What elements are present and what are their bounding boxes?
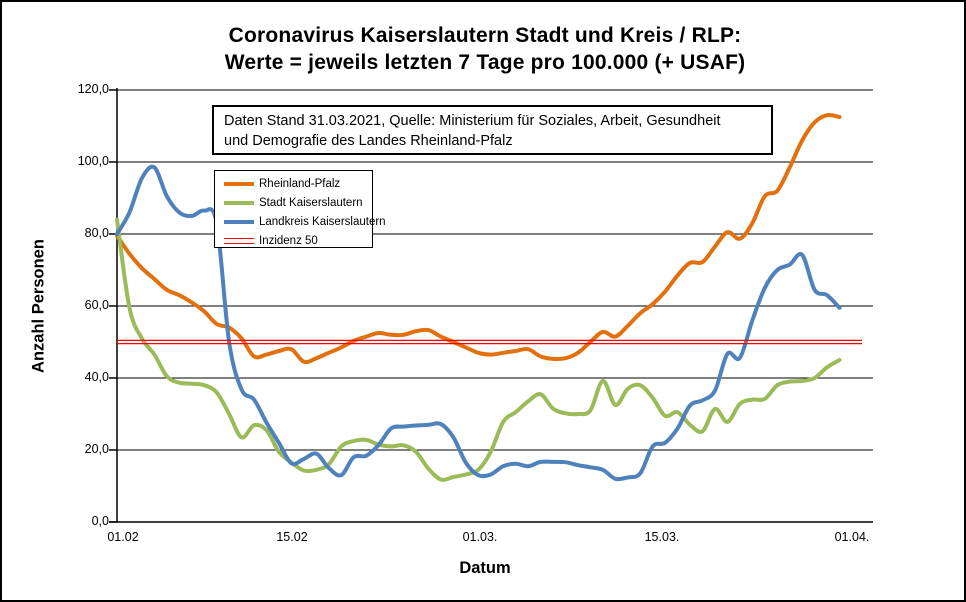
legend: Rheinland-Pfalz Stadt Kaiserslautern Lan… bbox=[214, 170, 386, 250]
y-tick-120: 120,0 bbox=[77, 82, 109, 96]
legend-label-landkreis-kaiserslautern: Landkreis Kaiserslautern bbox=[259, 215, 386, 228]
legend-label-inzidenz-50: Inzidenz 50 bbox=[259, 234, 318, 247]
legend-swatch-inzidenz-50-icon bbox=[224, 237, 254, 244]
legend-label-stadt-kaiserslautern: Stadt Kaiserslautern bbox=[259, 196, 363, 209]
x-tick-1502: 15.02 bbox=[276, 530, 308, 544]
source-annotation-line2: und Demografie des Landes Rheinland-Pfal… bbox=[224, 133, 513, 149]
legend-item-inzidenz-50: Inzidenz 50 bbox=[215, 231, 372, 250]
source-annotation-line1: Daten Stand 31.03.2021, Quelle: Minister… bbox=[224, 113, 721, 129]
y-tick-100: 100,0 bbox=[77, 154, 109, 168]
chart-title-line2: Werte = jeweils letzten 7 Tage pro 100.0… bbox=[224, 51, 746, 74]
x-tick-1503: 15.03. bbox=[644, 530, 680, 544]
legend-item-stadt-kaiserslautern: Stadt Kaiserslautern bbox=[215, 193, 372, 212]
source-annotation-box: Daten Stand 31.03.2021, Quelle: Minister… bbox=[212, 105, 773, 155]
chart-title-line1: Coronavirus Kaiserslautern Stadt und Kre… bbox=[228, 24, 742, 47]
legend-swatch-landkreis-kaiserslautern-icon bbox=[224, 219, 254, 224]
legend-item-landkreis-kaiserslautern: Landkreis Kaiserslautern bbox=[215, 212, 386, 231]
y-axis-title: Anzahl Personen bbox=[29, 239, 48, 373]
y-tick-0: 0,0 bbox=[91, 514, 109, 528]
legend-item-rheinland-pfalz: Rheinland-Pfalz bbox=[215, 174, 372, 193]
x-axis-title: Datum bbox=[459, 559, 511, 577]
y-tick-60: 60,0 bbox=[84, 298, 109, 312]
chart-title: Coronavirus Kaiserslautern Stadt und Kre… bbox=[2, 22, 964, 76]
x-tick-0102: 01.02 bbox=[107, 530, 139, 544]
y-tick-40: 40,0 bbox=[84, 370, 109, 384]
x-tick-0104: 01.04. bbox=[834, 530, 870, 544]
x-tick-0103: 01.03. bbox=[462, 530, 498, 544]
legend-label-rheinland-pfalz: Rheinland-Pfalz bbox=[259, 177, 341, 190]
legend-swatch-stadt-kaiserslautern-icon bbox=[224, 200, 254, 205]
y-tick-20: 20,0 bbox=[84, 442, 109, 456]
legend-swatch-rheinland-pfalz-icon bbox=[224, 181, 254, 186]
y-tick-80: 80,0 bbox=[84, 226, 109, 240]
